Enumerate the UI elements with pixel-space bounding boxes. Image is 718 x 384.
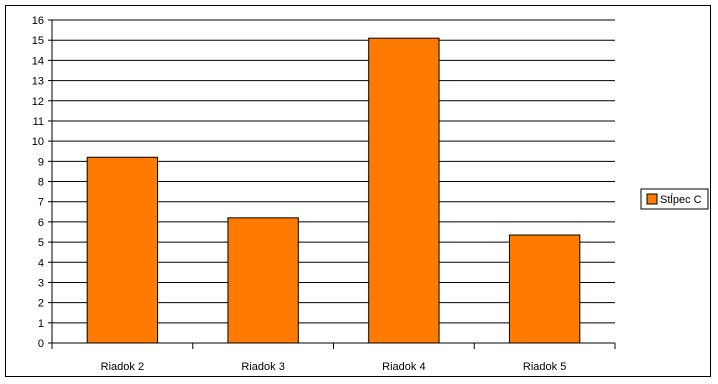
y-tick-label: 5 xyxy=(38,237,44,249)
y-tick-label: 13 xyxy=(32,76,44,88)
bar xyxy=(368,37,440,344)
y-tick-label: 11 xyxy=(33,116,44,128)
bar xyxy=(508,234,581,344)
y-tick-label: 14 xyxy=(32,55,44,67)
axes xyxy=(48,19,616,349)
bar xyxy=(227,217,299,344)
x-tick-label: Riadok 2 xyxy=(101,361,144,373)
y-tick-label: 16 xyxy=(32,15,44,27)
bar-series xyxy=(86,37,581,344)
y-tick-label: 4 xyxy=(38,257,44,269)
y-tick-label: 10 xyxy=(32,136,44,148)
legend-label: Stĺpec C xyxy=(660,193,702,206)
y-tick-label: 0 xyxy=(38,338,44,350)
x-tick-label: Riadok 5 xyxy=(523,361,566,373)
legend: Stĺpec C xyxy=(640,188,709,210)
y-tick-label: 2 xyxy=(38,298,44,310)
y-tick-label: 9 xyxy=(38,156,44,168)
bar xyxy=(86,156,159,344)
y-tick-label: 7 xyxy=(38,197,44,209)
y-tick-label: 3 xyxy=(38,277,44,289)
legend-swatch xyxy=(646,193,658,205)
x-tick-label: Riadok 4 xyxy=(382,361,425,373)
y-tick-label: 6 xyxy=(38,217,44,229)
x-tick-label: Riadok 3 xyxy=(241,361,284,373)
y-tick-label: 8 xyxy=(38,177,44,189)
x-tick-labels: Riadok 2 Riadok 3 Riadok 4 Riadok 5 xyxy=(101,361,567,373)
y-tick-label: 12 xyxy=(32,96,44,108)
y-tick-label: 1 xyxy=(38,318,44,330)
y-tick-label: 15 xyxy=(32,35,44,47)
legend-box xyxy=(640,188,709,210)
